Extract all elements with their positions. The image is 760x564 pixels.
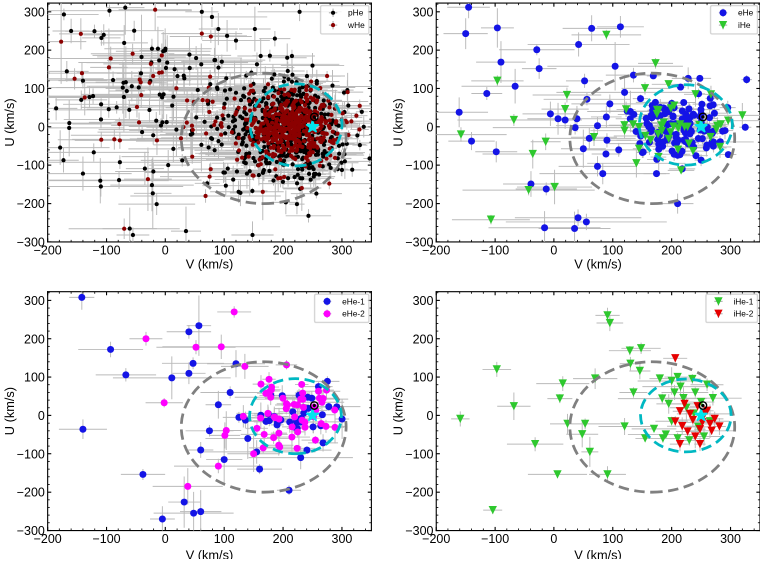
svg-text:−300: −300: [405, 524, 433, 538]
svg-text:−200: −200: [34, 243, 62, 257]
svg-text:−300: −300: [17, 524, 45, 538]
svg-text:300: 300: [332, 243, 353, 257]
svg-text:100: 100: [24, 82, 45, 96]
svg-text:−100: −100: [92, 243, 120, 257]
svg-text:eHe-2: eHe-2: [342, 309, 365, 319]
svg-text:100: 100: [602, 532, 623, 546]
svg-text:U (km/s): U (km/s): [2, 387, 17, 435]
svg-text:−200: −200: [34, 532, 62, 546]
svg-text:V (km/s): V (km/s): [574, 547, 622, 559]
svg-text:100: 100: [413, 82, 434, 96]
svg-text:−100: −100: [17, 447, 45, 461]
svg-text:200: 200: [661, 243, 682, 257]
svg-text:pHe: pHe: [348, 8, 364, 18]
svg-text:300: 300: [413, 5, 434, 19]
svg-text:300: 300: [413, 294, 434, 308]
svg-text:−100: −100: [17, 159, 45, 173]
svg-text:200: 200: [273, 532, 294, 546]
svg-text:−100: −100: [481, 243, 509, 257]
svg-text:0: 0: [427, 120, 434, 134]
svg-text:100: 100: [214, 532, 235, 546]
svg-text:wHe: wHe: [347, 20, 365, 30]
svg-text:−200: −200: [405, 197, 433, 211]
svg-text:200: 200: [413, 44, 434, 58]
svg-text:0: 0: [427, 409, 434, 423]
svg-text:−200: −200: [17, 197, 45, 211]
svg-text:200: 200: [413, 332, 434, 346]
svg-text:300: 300: [332, 532, 353, 546]
svg-text:0: 0: [550, 532, 557, 546]
svg-text:200: 200: [24, 332, 45, 346]
svg-text:0: 0: [162, 243, 169, 257]
svg-text:iHe-2: iHe-2: [733, 309, 753, 319]
svg-text:U (km/s): U (km/s): [2, 98, 17, 146]
svg-text:U (km/s): U (km/s): [391, 98, 406, 146]
svg-text:100: 100: [24, 371, 45, 385]
svg-text:100: 100: [413, 371, 434, 385]
svg-text:−100: −100: [92, 532, 120, 546]
svg-text:100: 100: [602, 243, 623, 257]
svg-text:eHe-1: eHe-1: [342, 296, 365, 306]
svg-text:−200: −200: [17, 486, 45, 500]
svg-text:0: 0: [38, 120, 45, 134]
svg-text:−300: −300: [405, 235, 433, 249]
svg-text:0: 0: [162, 532, 169, 546]
svg-text:300: 300: [720, 532, 741, 546]
svg-text:0: 0: [550, 243, 557, 257]
svg-text:−300: −300: [17, 235, 45, 249]
svg-text:V (km/s): V (km/s): [574, 257, 622, 272]
svg-text:0: 0: [38, 409, 45, 423]
svg-text:iHe-1: iHe-1: [733, 296, 753, 306]
svg-text:eHe: eHe: [738, 8, 754, 18]
svg-text:200: 200: [24, 44, 45, 58]
svg-text:−200: −200: [405, 486, 433, 500]
svg-text:V (km/s): V (km/s): [186, 547, 234, 559]
svg-text:−200: −200: [422, 243, 450, 257]
svg-text:200: 200: [273, 243, 294, 257]
svg-text:−100: −100: [405, 447, 433, 461]
svg-text:V (km/s): V (km/s): [186, 257, 234, 272]
svg-text:200: 200: [661, 532, 682, 546]
svg-text:300: 300: [24, 5, 45, 19]
svg-text:300: 300: [720, 243, 741, 257]
svg-text:−100: −100: [481, 532, 509, 546]
svg-text:iHe: iHe: [738, 20, 751, 30]
svg-text:−100: −100: [405, 159, 433, 173]
svg-text:U (km/s): U (km/s): [391, 387, 406, 435]
svg-text:−200: −200: [422, 532, 450, 546]
svg-text:100: 100: [214, 243, 235, 257]
svg-text:300: 300: [24, 294, 45, 308]
